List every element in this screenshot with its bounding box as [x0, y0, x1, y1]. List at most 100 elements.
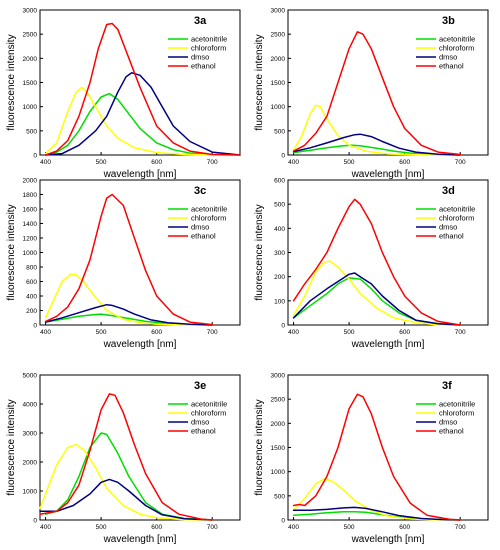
series-line-ethanol: [44, 193, 213, 326]
y-tick-label: 500: [26, 128, 37, 135]
x-tick-label: 700: [455, 159, 466, 166]
y-tick-label: 2000: [23, 56, 38, 63]
series-line-dmso: [292, 506, 461, 521]
y-tick-label: 200: [26, 308, 37, 315]
legend-label: ethanol: [439, 232, 464, 241]
x-tick-label: 500: [344, 159, 355, 166]
y-tick-label: 800: [26, 265, 37, 272]
y-tick-label: 1200: [23, 236, 38, 243]
y-tick-label: 500: [274, 202, 285, 209]
y-axis-label: fluorescence intensity: [6, 34, 17, 130]
series-line-acetonitrile: [44, 92, 241, 156]
series-line-dmso: [44, 72, 241, 156]
x-tick-label: 400: [288, 159, 299, 166]
y-axis-label: fluorescence intensity: [6, 204, 17, 300]
y-tick-label: 1000: [23, 489, 38, 496]
y-tick-label: 1000: [23, 250, 38, 257]
y-tick-label: 2000: [271, 56, 286, 63]
x-axis-label: wavelength [nm]: [351, 169, 425, 180]
y-tick-label: 400: [26, 294, 37, 301]
y-tick-label: 0: [281, 323, 285, 330]
x-tick-label: 400: [40, 159, 51, 166]
series-line-chloroform: [292, 260, 461, 326]
y-tick-label: 500: [274, 128, 285, 135]
y-tick-label: 500: [274, 493, 285, 500]
series-line-dmso: [44, 303, 213, 326]
legend-label: acetonitrile: [439, 35, 475, 44]
x-tick-label: 400: [40, 524, 51, 531]
x-axis-label: wavelength [nm]: [103, 169, 177, 180]
legend-label: dmso: [439, 418, 457, 427]
y-tick-label: 2500: [271, 397, 286, 404]
legend-label: chloroform: [191, 44, 226, 53]
y-tick-label: 1500: [23, 80, 38, 87]
chart-panel-3e: 0 1000 2000 3000 4000 5000 400 500 600 700 wavelen…: [6, 373, 241, 545]
panel-title: 3b: [442, 15, 455, 27]
y-tick-label: 3000: [271, 8, 286, 15]
x-tick-label: 600: [399, 524, 410, 531]
series-line-acetonitrile: [292, 277, 461, 326]
x-tick-label: 500: [344, 329, 355, 336]
y-tick-label: 0: [33, 323, 37, 330]
y-tick-label: 3000: [271, 373, 286, 380]
x-tick-label: 700: [455, 329, 466, 336]
series-line-acetonitrile: [292, 144, 461, 156]
y-tick-label: 1600: [23, 207, 38, 214]
series-line-chloroform: [39, 443, 213, 521]
x-tick-label: 600: [399, 329, 410, 336]
legend-label: dmso: [439, 223, 457, 232]
plot-frame: [287, 179, 489, 326]
panel-title: 3f: [442, 380, 452, 392]
series-line-dmso: [292, 133, 461, 156]
x-tick-label: 500: [96, 524, 107, 531]
plot-frame: [287, 9, 489, 156]
series-line-ethanol: [292, 393, 461, 521]
legend-label: dmso: [439, 53, 457, 62]
legend-label: dmso: [191, 53, 209, 62]
panel-title: 3e: [194, 380, 206, 392]
x-axis-label: wavelength [nm]: [351, 339, 425, 350]
y-axis-label: fluorescence intensity: [6, 399, 17, 495]
series-line-ethanol: [292, 31, 461, 156]
x-tick-label: 600: [151, 524, 162, 531]
x-tick-label: 500: [96, 329, 107, 336]
panel-title: 3d: [442, 185, 455, 197]
y-tick-label: 1000: [271, 469, 286, 476]
plot-frame: [39, 9, 241, 156]
x-tick-label: 400: [288, 329, 299, 336]
y-tick-label: 4000: [23, 402, 38, 409]
y-tick-label: 1500: [271, 445, 286, 452]
y-tick-label: 400: [274, 226, 285, 233]
legend-label: ethanol: [439, 62, 464, 71]
y-axis-label: fluorescence intensity: [254, 399, 265, 495]
y-tick-label: 0: [33, 518, 37, 525]
y-tick-label: 2000: [271, 421, 286, 428]
x-tick-label: 600: [399, 159, 410, 166]
y-tick-label: 3000: [23, 8, 38, 15]
x-tick-label: 500: [96, 159, 107, 166]
series-line-chloroform: [44, 86, 241, 156]
x-tick-label: 600: [151, 329, 162, 336]
y-tick-label: 1800: [23, 192, 38, 199]
y-tick-label: 2000: [23, 460, 38, 467]
legend-label: chloroform: [439, 214, 474, 223]
y-tick-label: 2000: [23, 178, 38, 185]
y-tick-label: 0: [33, 153, 37, 160]
chart-panel-3f: 0 500 1000 1500 2000 2500 3000 400 500 600 700 wave…: [254, 373, 489, 545]
x-tick-label: 700: [207, 159, 218, 166]
legend-label: chloroform: [191, 409, 226, 418]
series-line-chloroform: [292, 478, 461, 521]
x-axis-label: wavelength [nm]: [103, 534, 177, 545]
series-line-chloroform: [292, 104, 461, 156]
y-tick-label: 600: [274, 178, 285, 185]
x-tick-label: 600: [151, 159, 162, 166]
chart-panel-3a: 0 500 1000 1500 2000 2500 3000 400 500 600 700 wave…: [6, 8, 241, 180]
legend-label: acetonitrile: [191, 35, 227, 44]
series-line-ethanol: [292, 198, 461, 326]
legend-label: acetonitrile: [439, 400, 475, 409]
x-tick-label: 400: [288, 524, 299, 531]
x-tick-label: 700: [207, 329, 218, 336]
y-tick-label: 1400: [23, 221, 38, 228]
x-tick-label: 500: [344, 524, 355, 531]
